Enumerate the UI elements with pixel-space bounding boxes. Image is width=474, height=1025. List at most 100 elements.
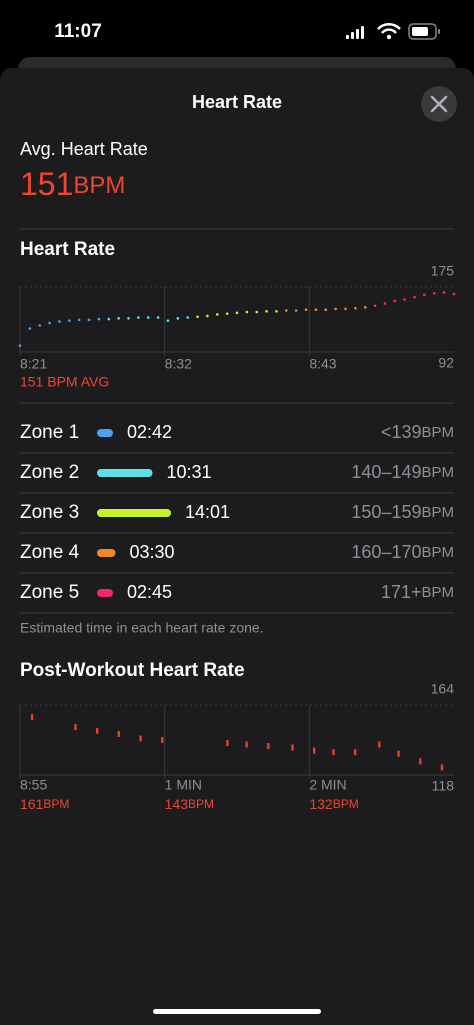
data-point — [265, 309, 268, 313]
data-point — [353, 749, 357, 756]
data-point — [312, 747, 316, 754]
data-point — [146, 316, 150, 319]
zone-name: Zone 4 — [20, 542, 80, 563]
zone-name: Zone 3 — [20, 502, 79, 523]
data-point — [419, 758, 422, 765]
zone-range: <139BPM — [381, 422, 454, 442]
data-point — [314, 308, 318, 312]
data-point — [87, 318, 91, 322]
summary-value: 151BPM — [20, 166, 125, 202]
reading: 161BPM — [20, 796, 69, 812]
data-point — [48, 321, 51, 325]
zone-time: 02:45 — [127, 582, 172, 602]
y-tick-label: 164 — [431, 681, 455, 697]
data-point — [294, 309, 298, 312]
data-point — [452, 292, 456, 296]
data-point — [413, 295, 416, 299]
zone-time: 03:30 — [129, 542, 174, 562]
zone-name: Zone 1 — [20, 422, 79, 443]
zone-bar — [97, 429, 113, 437]
data-point — [403, 298, 406, 301]
zones-note: Estimated time in each heart rate zone. — [20, 620, 264, 636]
data-point — [442, 291, 446, 294]
data-point — [373, 304, 377, 308]
data-point — [393, 299, 397, 303]
close-button[interactable] — [421, 86, 457, 122]
zone-bar — [97, 549, 116, 557]
zone-bar — [97, 589, 113, 597]
data-point — [74, 724, 77, 731]
data-point — [161, 737, 164, 743]
status-icons — [346, 22, 440, 40]
data-point — [334, 307, 337, 311]
data-point — [235, 311, 239, 315]
zone-name: Zone 2 — [20, 462, 79, 483]
status-time: 11:07 — [54, 21, 102, 42]
reading: 132BPM — [309, 796, 358, 812]
data-point — [166, 319, 170, 322]
range-unit: BPM — [421, 424, 454, 441]
data-point — [38, 324, 42, 327]
data-point — [117, 317, 120, 320]
data-point — [275, 309, 278, 313]
range-value: 140–149 — [351, 462, 421, 482]
data-point — [324, 308, 328, 312]
data-point — [245, 741, 248, 748]
x-tick-label: 8:55 — [20, 777, 47, 793]
home-indicator — [153, 1009, 321, 1014]
data-point — [68, 319, 71, 322]
data-point — [156, 316, 160, 319]
data-point — [344, 307, 347, 311]
data-point — [363, 306, 367, 309]
range-unit: BPM — [421, 504, 454, 521]
data-point — [285, 309, 288, 312]
data-point — [215, 313, 219, 316]
data-point — [107, 317, 111, 321]
data-point — [332, 749, 335, 756]
data-point — [291, 744, 294, 751]
data-point — [378, 741, 381, 748]
data-point — [423, 293, 426, 297]
data-point — [397, 750, 400, 757]
data-point — [127, 317, 130, 320]
avg-value: 151 — [20, 166, 73, 202]
data-point — [383, 302, 387, 305]
reading-unit: BPM — [188, 797, 214, 811]
range-unit: BPM — [421, 584, 454, 601]
x-tick-label: 8:43 — [309, 356, 336, 372]
range-value: 171+ — [381, 582, 422, 602]
data-point — [304, 308, 308, 312]
zone-time: 14:01 — [185, 502, 230, 522]
x-tick-label: 1 MIN — [165, 777, 202, 793]
zone-range: 160–170BPM — [351, 542, 454, 562]
data-point — [77, 318, 81, 322]
data-point — [28, 327, 32, 330]
data-point — [176, 317, 180, 320]
zone-bar — [97, 469, 153, 477]
zone-range: 150–159BPM — [351, 502, 454, 522]
y-tick-label: 118 — [432, 778, 455, 794]
reading: 143BPM — [165, 796, 214, 812]
range-unit: BPM — [421, 544, 454, 561]
sheet-title: Heart Rate — [192, 92, 282, 112]
reading-value: 132 — [309, 796, 333, 812]
x-tick-label: 8:21 — [20, 356, 47, 372]
data-point — [117, 730, 121, 737]
avg-label: 151 BPM AVG — [20, 374, 109, 390]
data-point — [245, 310, 249, 314]
x-tick-label: 2 MIN — [309, 777, 346, 793]
zone-range: 140–149BPM — [351, 462, 454, 482]
data-point — [225, 312, 229, 315]
reading-unit: BPM — [333, 797, 359, 811]
data-point — [432, 291, 436, 295]
zone-bar — [97, 509, 172, 517]
data-point — [196, 315, 199, 319]
avg-unit: BPM — [73, 172, 125, 199]
range-value: 150–159 — [351, 502, 421, 522]
data-point — [255, 310, 259, 314]
data-point — [137, 316, 140, 319]
reading-value: 143 — [165, 796, 189, 812]
data-point — [206, 314, 209, 318]
range-unit: BPM — [421, 464, 454, 481]
